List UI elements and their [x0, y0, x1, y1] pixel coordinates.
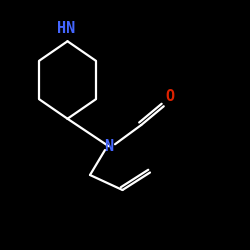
Text: O: O [166, 89, 175, 104]
Text: HN: HN [57, 21, 76, 36]
Text: N: N [104, 139, 113, 154]
